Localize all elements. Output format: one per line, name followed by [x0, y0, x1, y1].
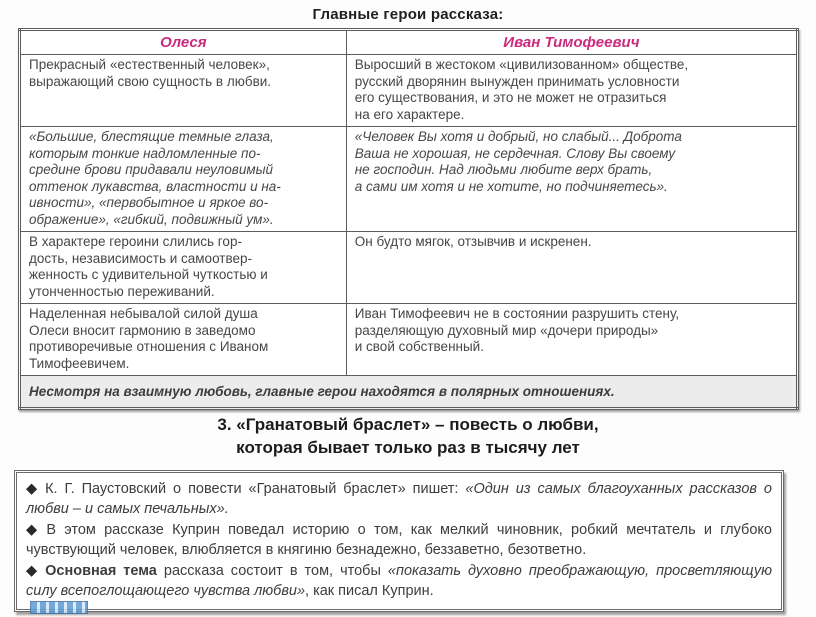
- note-story-summary: ◆ В этом рассказе Куприн поведал историю …: [26, 521, 772, 560]
- table-conclusion: Несмотря на взаимную любовь, главные гер…: [19, 375, 798, 409]
- page-title: Главные герои рассказа:: [312, 6, 504, 23]
- cell-ivan-character: Он будто мягок, отзывчив и искренен.: [345, 231, 799, 304]
- table-header-row: Олеся Иван Тимофеевич: [19, 29, 799, 55]
- cell-olesya-character: В характере героини слились гор- дость, …: [19, 231, 347, 304]
- diamond-bullet-icon: ◆: [26, 563, 41, 579]
- cell-olesya-nature: Прекрасный «естественный человек», выраж…: [19, 54, 347, 127]
- diamond-bullet-icon: ◆: [26, 522, 42, 538]
- table-row: «Большие, блестящие темные глаза, которы…: [19, 126, 799, 232]
- column-header-olesya: Олеся: [19, 29, 347, 55]
- note-lead-bold: Основная тема: [45, 563, 157, 579]
- cell-ivan-quote: «Человек Вы хотя и добрый, но слабый... …: [345, 126, 799, 232]
- note-main-theme: ◆ Основная тема рассказа состоит в том, ч…: [26, 562, 772, 601]
- cell-olesya-soul: Наделенная небывалой силой душа Олеси вн…: [19, 303, 347, 376]
- table-row: Наделенная небывалой силой душа Олеси вн…: [19, 303, 799, 376]
- note-paustovsky: ◆ К. Г. Паустовский о повести «Гранатовый…: [26, 480, 772, 519]
- note-lead: К. Г. Паустовский о повести «Гранатовый …: [45, 481, 466, 497]
- table-footer-row: Несмотря на взаимную любовь, главные гер…: [19, 375, 798, 409]
- section-heading: 3. «Гранатовый браслет» – повесть о любв…: [217, 415, 599, 457]
- cell-ivan-wall: Иван Тимофеевич не в состоянии разрушить…: [345, 303, 799, 376]
- note-tail: , как писал Куприн.: [305, 582, 434, 599]
- diamond-bullet-icon: ◆: [26, 481, 41, 497]
- note-quote: «Один из самых благоуханных рассказов о …: [26, 481, 772, 517]
- notes-box: ◆ К. Г. Паустовский о повести «Гранатовый…: [14, 470, 784, 612]
- note-lead: В этом рассказе Куприн поведал историю о…: [26, 522, 772, 558]
- cell-olesya-quote: «Большие, блестящие темные глаза, которы…: [19, 126, 347, 232]
- table-row: В характере героини слились гор- дость, …: [19, 231, 799, 304]
- embedded-object-fragment: [30, 601, 88, 614]
- cell-ivan-society: Выросший в жестоком «цивилизованном» общ…: [345, 54, 799, 127]
- note-quote: «показать духовно преображающую, просвет…: [26, 563, 773, 599]
- table-row: Прекрасный «естественный человек», выраж…: [19, 54, 799, 127]
- column-header-ivan: Иван Тимофеевич: [345, 29, 799, 55]
- characters-comparison-table: Олеся Иван Тимофеевич Прекрасный «естест…: [18, 28, 799, 410]
- note-lead: рассказа состоит в том, чтобы: [156, 563, 388, 579]
